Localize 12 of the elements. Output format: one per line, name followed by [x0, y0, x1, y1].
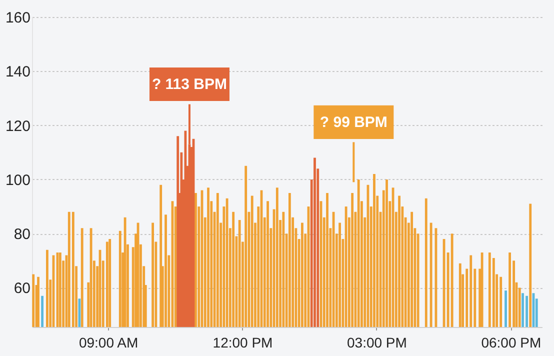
y-tick-label: 60: [14, 280, 30, 298]
y-tick-label: 140: [5, 64, 30, 81]
y-tick-label: 80: [14, 226, 30, 244]
x-tick-label: 09:00 AM: [78, 334, 138, 350]
y-tick-label: 120: [5, 118, 30, 135]
x-tick-label: 03:00 PM: [347, 334, 407, 350]
x-tick-label: 12:00 PM: [212, 334, 273, 350]
annotation: ? 113 BPM: [152, 76, 227, 94]
y-tick-label: 160: [5, 10, 30, 26]
x-tick-label: 06:00 PM: [481, 334, 542, 350]
annotation: ? 99 BPM: [320, 114, 388, 132]
y-tick-label: 100: [5, 172, 30, 189]
